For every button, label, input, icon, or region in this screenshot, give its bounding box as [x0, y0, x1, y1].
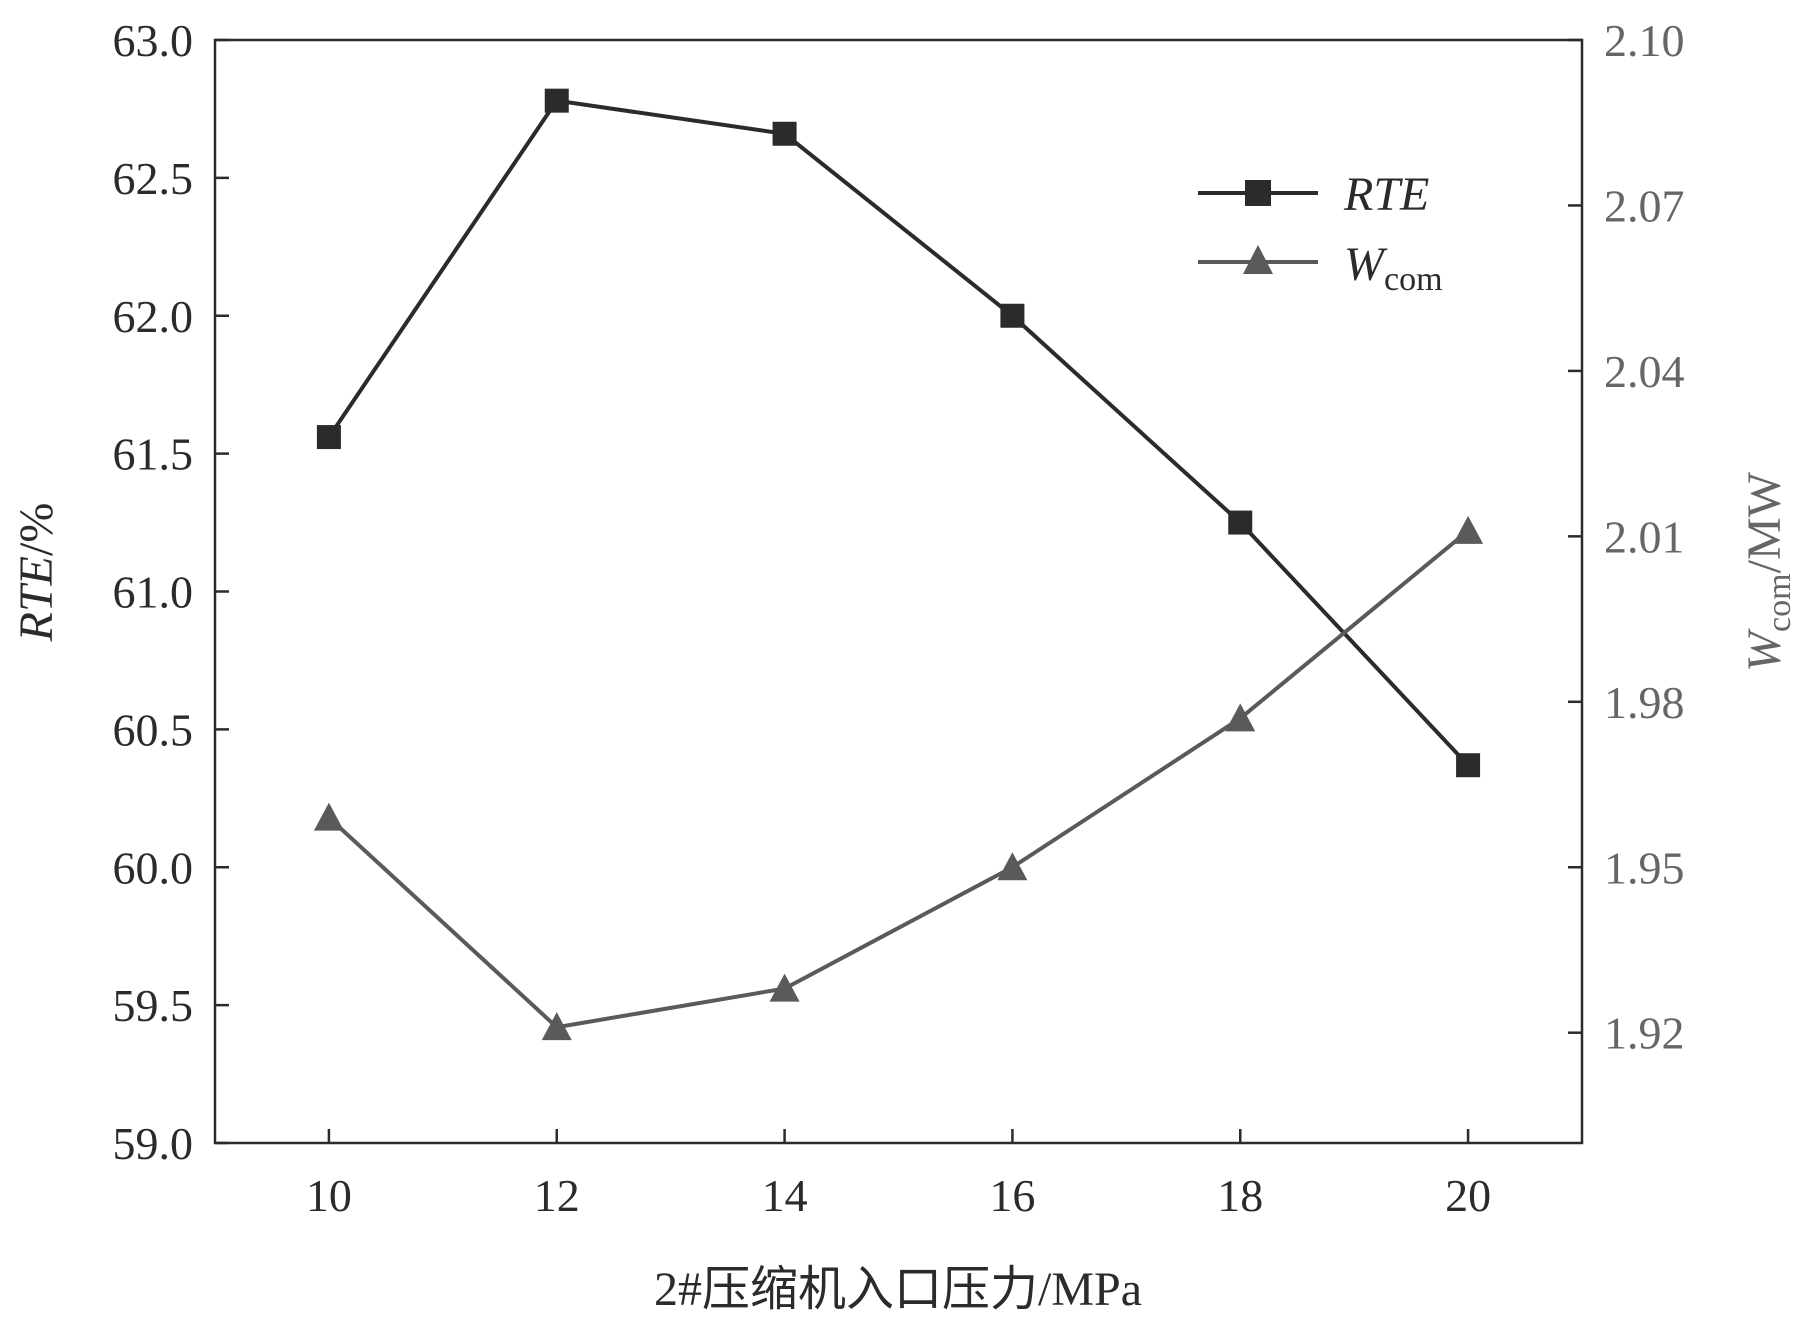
y-axis-right-title-sub: com [1761, 573, 1798, 632]
y-axis-right-title-main: W [1738, 628, 1791, 672]
series-wcom-point [1453, 515, 1484, 544]
y-left-tick-label: 61.0 [113, 567, 194, 618]
y-left-tick-label: 59.5 [113, 980, 194, 1031]
series-rte-point [772, 121, 797, 146]
series-wcom [313, 515, 1484, 1041]
y-right-tick-label: 2.04 [1604, 346, 1685, 397]
y-right-tick-label: 1.92 [1604, 1008, 1685, 1059]
y-axis-right-title-unit: /MW [1738, 471, 1791, 573]
series-wcom-point [997, 852, 1028, 881]
x-tick-label: 14 [762, 1170, 808, 1221]
legend-item-wcom: Wcom [1198, 238, 1443, 298]
y-axis-right-title: Wcom/MW [1738, 471, 1798, 672]
legend-label-wcom-sub: com [1384, 261, 1443, 298]
series-wcom-line [327, 529, 1470, 1030]
legend-marker-triangle [1243, 245, 1273, 274]
series-rte-point [1456, 753, 1481, 778]
y-axis-left-title-unit: /% [10, 503, 63, 556]
legend-label-wcom-main: W [1344, 238, 1388, 291]
series-wcom-point [769, 973, 800, 1002]
y-left-tick-label: 63.0 [113, 15, 194, 66]
series-wcom-point [541, 1012, 572, 1041]
legend-marker-square [1245, 180, 1271, 206]
legend: RTE Wcom [1198, 168, 1443, 298]
y-axis-left-title-main: RTE [10, 556, 63, 642]
x-tick-label: 12 [534, 1170, 580, 1221]
x-tick-label: 16 [989, 1170, 1035, 1221]
y-right-tick-label: 1.98 [1604, 677, 1685, 728]
y-right-tick-label: 1.95 [1604, 842, 1685, 893]
y-axis-left-title: RTE/% [10, 503, 63, 643]
y-left-tick-label: 60.0 [113, 842, 194, 893]
series-layer [313, 88, 1484, 1041]
y-right-tick-label: 2.10 [1604, 15, 1685, 66]
series-rte-point [1000, 303, 1025, 328]
series-rte-point [1228, 510, 1253, 535]
x-tick-label: 18 [1217, 1170, 1263, 1221]
series-wcom-point [1225, 703, 1256, 732]
x-tick-label: 20 [1445, 1170, 1491, 1221]
x-axis-title: 2#压缩机入口压力/MPa [654, 1263, 1142, 1316]
x-tick-label: 10 [306, 1170, 352, 1221]
legend-label-rte: RTE [1343, 168, 1429, 221]
series-wcom-point [313, 802, 344, 831]
legend-label-wcom: Wcom [1344, 238, 1443, 298]
series-rte [316, 88, 1481, 778]
series-rte-line [327, 98, 1470, 767]
y-left-tick-label: 61.5 [113, 429, 194, 480]
legend-item-rte: RTE [1198, 168, 1429, 221]
series-rte-point [316, 425, 341, 450]
y-left-tick-label: 59.0 [113, 1118, 194, 1169]
y-left-tick-label: 62.0 [113, 291, 194, 342]
axes: 59.0 59.5 60.0 60.5 61.0 61.5 62.0 62.5 63.0 1.92… [113, 15, 1685, 1221]
y-left-tick-label: 62.5 [113, 153, 194, 204]
y-right-tick-label: 2.07 [1604, 180, 1685, 231]
y-right-tick-label: 2.01 [1604, 511, 1685, 562]
series-rte-point [544, 88, 569, 113]
y-left-tick-label: 60.5 [113, 704, 194, 755]
